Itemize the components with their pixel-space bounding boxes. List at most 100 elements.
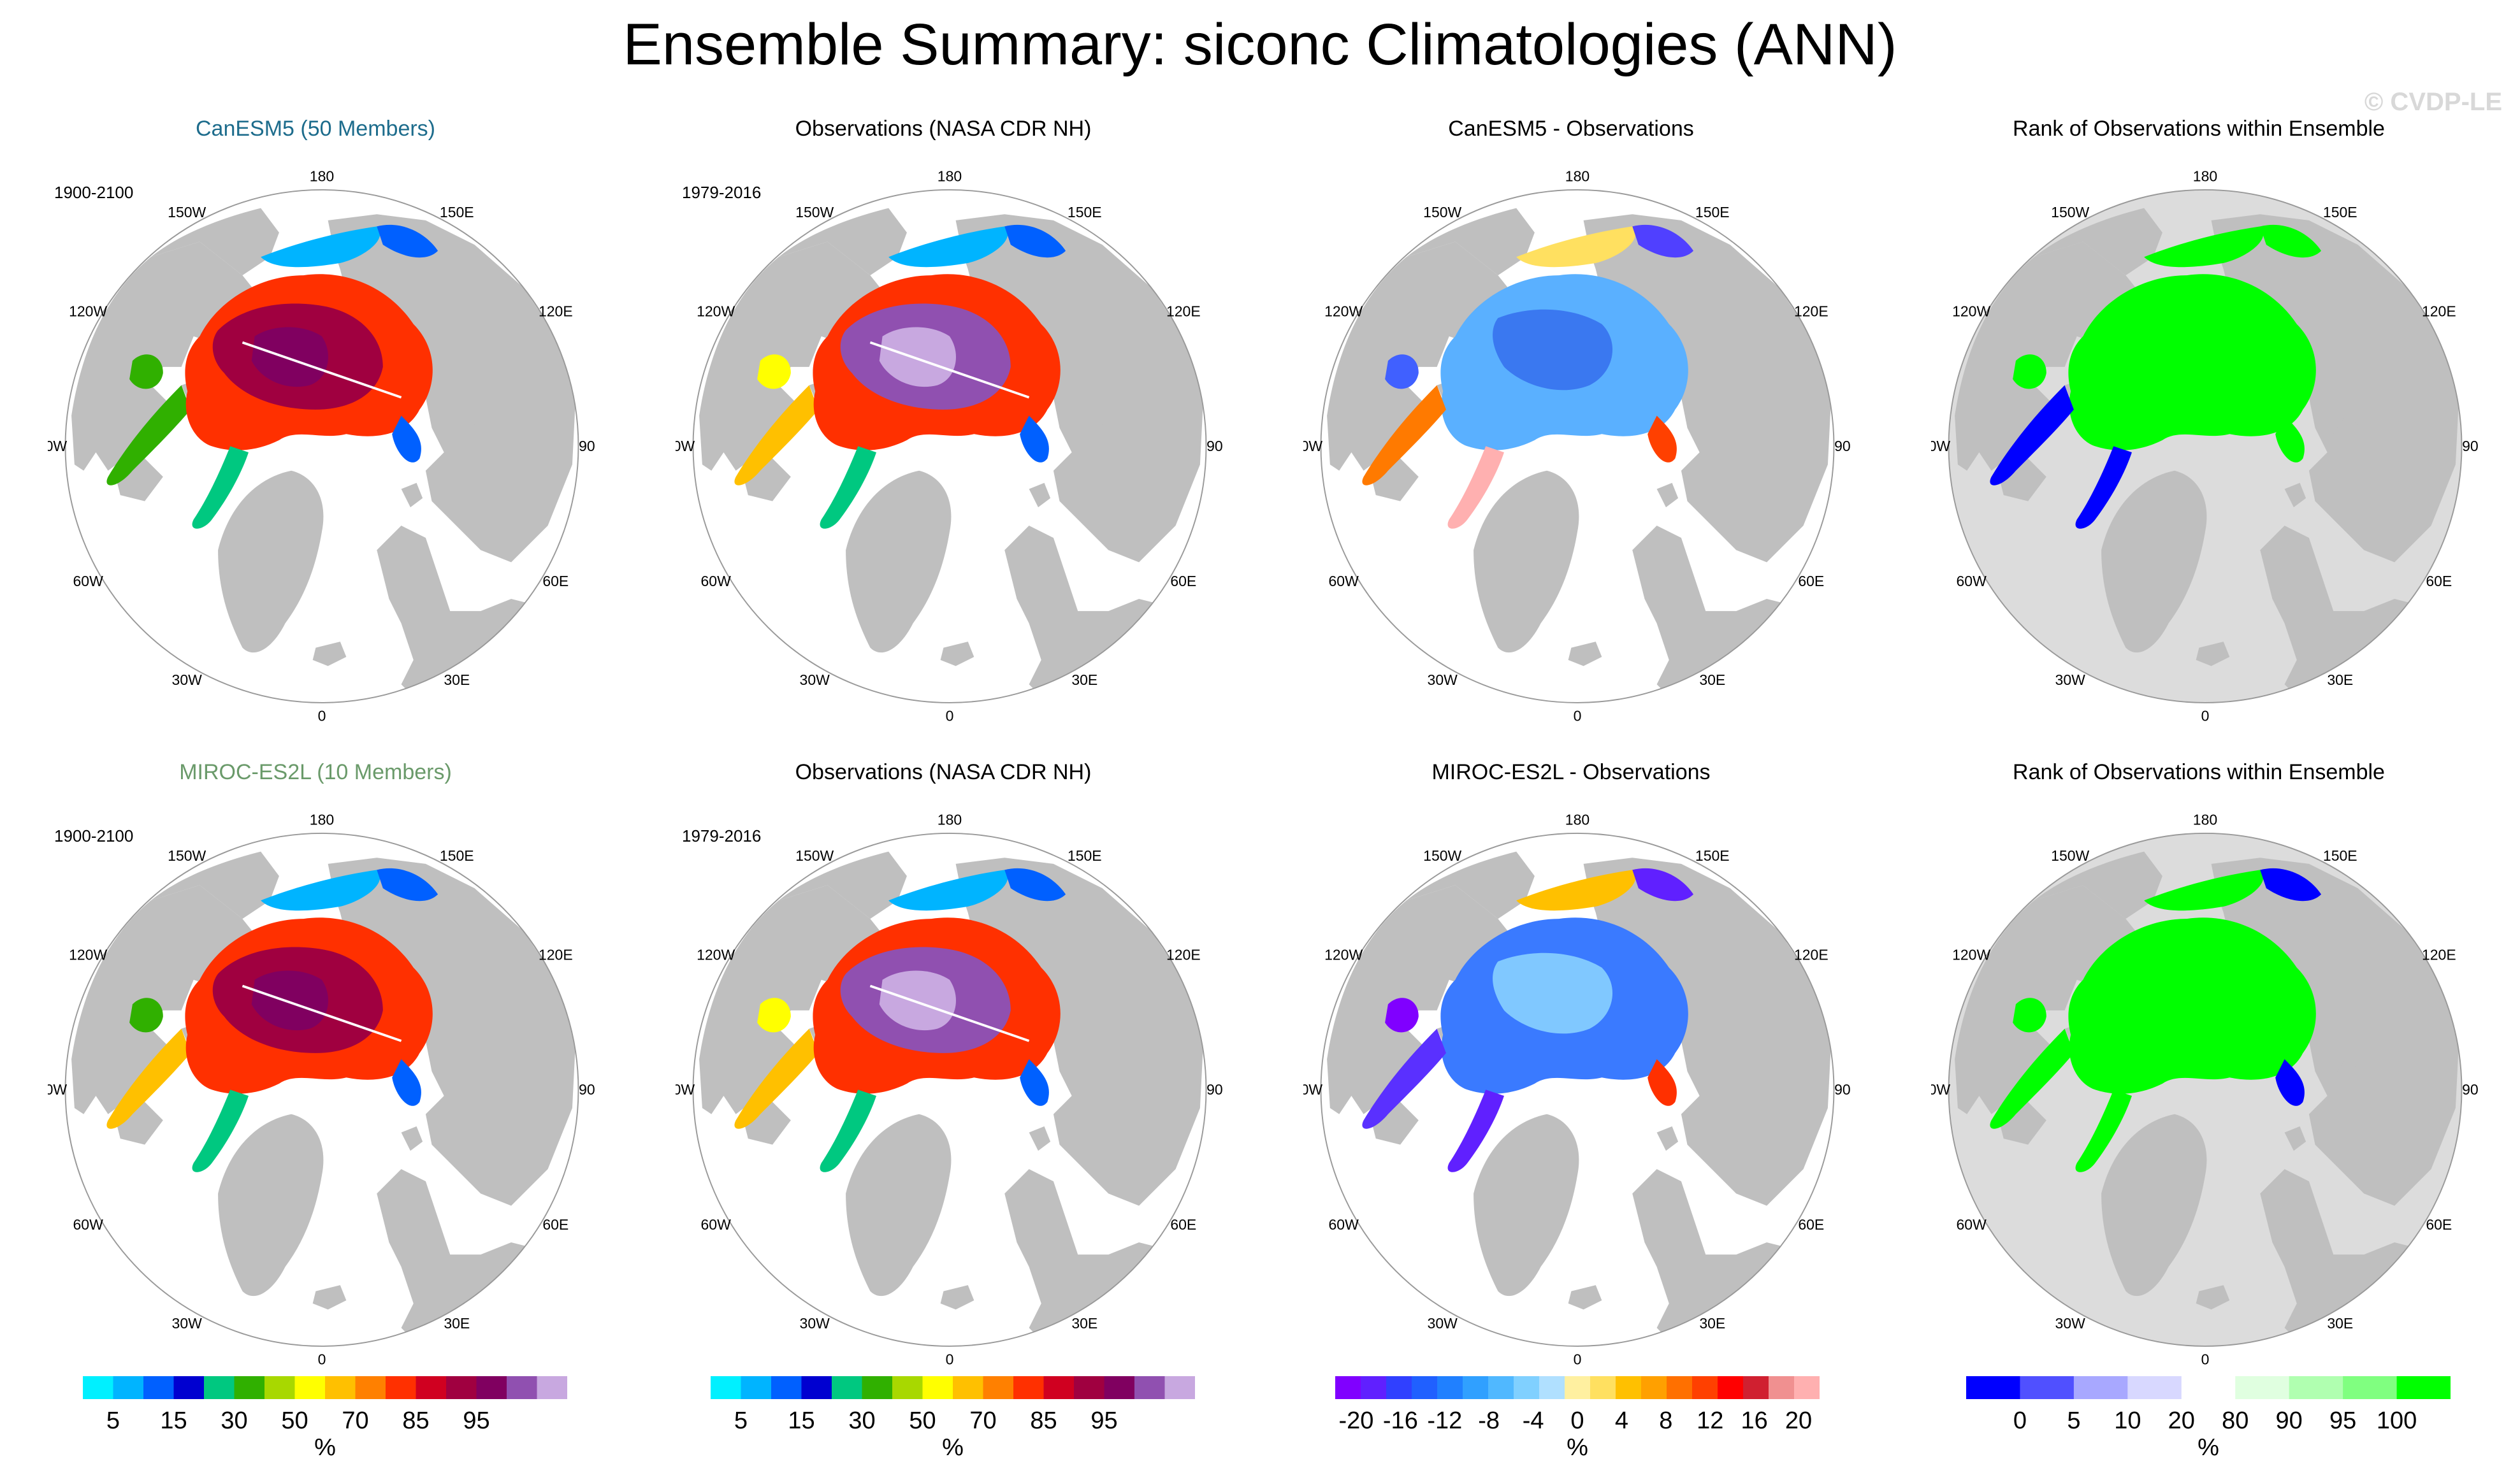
- colorbar-swatch: [1164, 1376, 1195, 1399]
- colorbar-tick-label: 16: [1741, 1407, 1767, 1434]
- colorbar-tick-label: -8: [1478, 1407, 1500, 1434]
- colorbar-swatch: [771, 1376, 802, 1399]
- lon-label: 30E: [1071, 672, 1097, 688]
- lon-label: 30E: [2327, 672, 2353, 688]
- lon-label: 30E: [2327, 1315, 2353, 1332]
- lon-label: 90E: [579, 438, 596, 454]
- colorbar-swatch: [1616, 1376, 1642, 1399]
- lon-label: 120E: [2422, 303, 2456, 319]
- colorbar-swatch: [832, 1376, 862, 1399]
- colorbar-swatch: [1565, 1376, 1591, 1399]
- colorbar-swatch: [2127, 1376, 2182, 1399]
- lon-label: 30E: [444, 672, 470, 688]
- colorbar-swatch: [264, 1376, 295, 1399]
- lon-label: 150W: [168, 847, 206, 864]
- colorbar-tick-label: -12: [1427, 1407, 1462, 1434]
- polar-map: 180 150E 120E 90E 60E 30E 0 30W 60W 90W 120W 150W: [48, 168, 596, 724]
- colorbar-swatch: [1743, 1376, 1769, 1399]
- colorbar-swatch: [537, 1376, 567, 1399]
- lon-label: 150W: [1423, 847, 1461, 864]
- colorbar-swatch: [1692, 1376, 1718, 1399]
- colorbar-swatch: [801, 1376, 832, 1399]
- colorbar-swatch: [1794, 1376, 1820, 1399]
- panel-title: CanESM5 (50 Members): [195, 117, 435, 141]
- colorbar-tick-label: 8: [1659, 1407, 1672, 1434]
- colorbar-tick-label: 20: [2168, 1407, 2195, 1434]
- lon-label: 60E: [542, 573, 568, 589]
- colorbar-swatch: [1966, 1376, 2020, 1399]
- colorbar-unit: %: [2198, 1434, 2219, 1459]
- colorbar-swatch: [2181, 1376, 2236, 1399]
- lon-label: 30W: [1428, 1315, 1458, 1332]
- colorbar-swatch: [446, 1376, 477, 1399]
- lon-label: 60E: [2426, 573, 2452, 589]
- lon-label: 90W: [48, 1081, 67, 1098]
- lon-label: 30W: [800, 672, 830, 688]
- lon-label: 180: [2193, 168, 2217, 185]
- colorbar-swatch: [476, 1376, 507, 1399]
- lon-label: 90E: [2462, 1081, 2479, 1098]
- colorbar-swatch: [1386, 1376, 1412, 1399]
- lon-label: 60E: [542, 1216, 568, 1233]
- colorbar-tick-label: 70: [969, 1407, 996, 1434]
- lon-label: 120E: [1794, 303, 1828, 319]
- colorbar-sic-2: 5 15 30 50 70 85 95%: [711, 1376, 1195, 1459]
- lon-label: 180: [310, 812, 334, 828]
- lon-label: 60E: [2426, 1216, 2452, 1233]
- lon-label: 150W: [795, 847, 834, 864]
- lon-label: 150E: [2323, 847, 2357, 864]
- colorbar-swatch: [1134, 1376, 1165, 1399]
- colorbar-swatch: [1488, 1376, 1514, 1399]
- lon-label: 180: [938, 812, 962, 828]
- lon-label: 0: [2201, 1351, 2210, 1368]
- colorbar-swatch: [862, 1376, 893, 1399]
- colorbar-swatch: [1437, 1376, 1463, 1399]
- lon-label: 30W: [172, 672, 203, 688]
- lon-label: 90W: [676, 1081, 695, 1098]
- colorbar-swatch: [2289, 1376, 2343, 1399]
- colorbar-tick-label: 15: [160, 1407, 187, 1434]
- lon-label: 60E: [1170, 1216, 1196, 1233]
- lon-label: 0: [946, 1351, 954, 1368]
- colorbar-swatch: [1074, 1376, 1104, 1399]
- lon-label: 150E: [1695, 204, 1730, 220]
- lon-label: 120E: [539, 946, 573, 963]
- colorbar-unit: %: [314, 1434, 336, 1459]
- lon-label: 150E: [2323, 204, 2357, 220]
- lon-label: 90E: [1206, 1081, 1224, 1098]
- colorbar-swatch: [1641, 1376, 1667, 1399]
- figure-title: Ensemble Summary: siconc Climatologies (…: [623, 12, 1897, 77]
- colorbar-swatch: [711, 1376, 741, 1399]
- colorbar-swatch: [83, 1376, 113, 1399]
- panel-period: 1979-2016: [682, 183, 762, 202]
- lon-label: 120E: [1166, 946, 1201, 963]
- colorbar-tick-label: 85: [1030, 1407, 1057, 1434]
- panel-title: CanESM5 - Observations: [1448, 117, 1694, 141]
- colorbar-swatch: [1104, 1376, 1135, 1399]
- polar-map: 180 150E 120E 90E 60E 30E 0 30W 60W 90W 120W 150W: [1931, 168, 2479, 724]
- polar-map: 180 150E 120E 90E 60E 30E 0 30W 60W 90W 120W 150W: [676, 168, 1224, 724]
- lon-label: 0: [318, 708, 326, 724]
- colorbar-tick-label: 85: [402, 1407, 429, 1434]
- lon-label: 150W: [2051, 847, 2089, 864]
- lon-label: 120E: [1794, 946, 1828, 963]
- map-panel-8: Rank of Observations within Ensemble 180 1…: [1886, 758, 2511, 1402]
- lon-label: 60E: [1798, 1216, 1824, 1233]
- lon-label: 90W: [1931, 1081, 1950, 1098]
- colorbar-tick-label: -4: [1523, 1407, 1544, 1434]
- panel-period: 1979-2016: [682, 826, 762, 845]
- lon-label: 180: [310, 168, 334, 185]
- lon-label: 30E: [1699, 672, 1725, 688]
- lon-label: 60W: [701, 573, 732, 589]
- lon-label: 180: [1565, 168, 1589, 185]
- map-panel-3: CanESM5 - Observations 180 150E 120E 90E 60E 3…: [1259, 115, 1883, 758]
- colorbar-tick-label: 90: [2276, 1407, 2303, 1434]
- polar-map: 180 150E 120E 90E 60E 30E 0 30W 60W 90W 120W 150W: [1303, 812, 1851, 1368]
- lon-label: 90E: [1834, 1081, 1851, 1098]
- panel-title: Observations (NASA CDR NH): [795, 117, 1092, 141]
- lon-label: 30E: [1071, 1315, 1097, 1332]
- polar-map: 180 150E 120E 90E 60E 30E 0 30W 60W 90W 120W 150W: [1303, 168, 1851, 724]
- panel-title: MIROC-ES2L (10 Members): [179, 760, 452, 784]
- colorbar-swatch: [1013, 1376, 1044, 1399]
- colorbar-swatch: [1335, 1376, 1361, 1399]
